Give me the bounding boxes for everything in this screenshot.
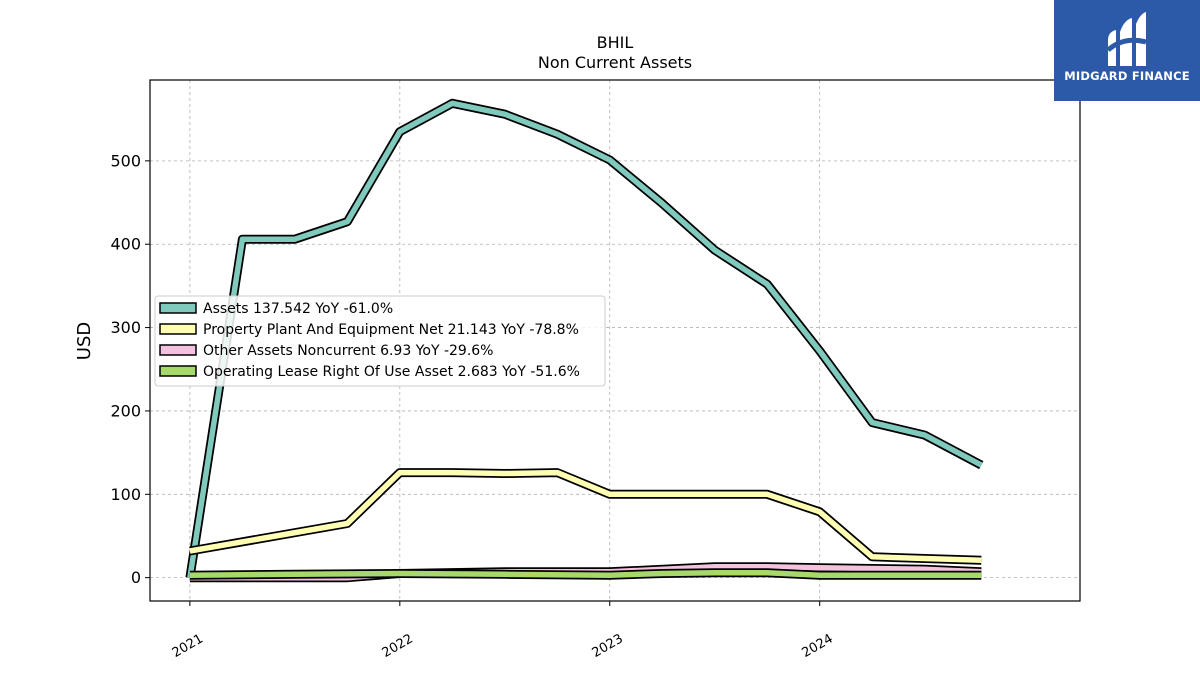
series-line-fill — [187, 100, 983, 579]
midgard-finance-logo: MIDGARD FINANCE — [1054, 0, 1200, 101]
plot-frame — [149, 79, 1081, 602]
legend-item: Other Assets Noncurrent 6.93 YoY -29.6% — [159, 343, 494, 359]
logo-text: MIDGARD FINANCE — [1064, 69, 1190, 83]
legend-swatch — [159, 344, 197, 356]
legend-label: Assets 137.542 YoY -61.0% — [203, 301, 393, 317]
legend-label: Property Plant And Equipment Net 21.143 … — [203, 322, 579, 338]
series-line — [189, 568, 982, 580]
legend-box — [154, 295, 606, 387]
y-tick-label: 500 — [110, 151, 141, 170]
y-axis-label: USD — [74, 322, 95, 360]
series-line — [189, 468, 982, 565]
y-tick-label: 300 — [110, 318, 141, 337]
legend-swatch — [159, 323, 197, 335]
y-tick-label: 100 — [110, 485, 141, 504]
y-tick-label: 0 — [131, 568, 141, 587]
series-line-fill — [189, 469, 982, 563]
legend-item: Assets 137.542 YoY -61.0% — [159, 301, 393, 317]
y-tick-label: 200 — [110, 401, 141, 420]
legend: Assets 137.542 YoY -61.0% Property Plant … — [154, 295, 606, 387]
legend-item: Property Plant And Equipment Net 21.143 … — [159, 322, 579, 338]
legend-swatch — [159, 302, 197, 314]
x-tick-label: 2022 — [380, 631, 416, 661]
legend-swatch — [159, 365, 197, 377]
x-tick-label: 2021 — [170, 631, 206, 661]
y-axis: 0 100 200 300 400 500 — [110, 151, 150, 587]
legend-label: Other Assets Noncurrent 6.93 YoY -29.6% — [203, 343, 494, 359]
chart-subtitle: Non Current Assets — [538, 53, 692, 72]
y-tick-label: 400 — [110, 235, 141, 254]
chart-title: BHIL — [597, 33, 634, 52]
x-tick-label: 2024 — [800, 631, 836, 661]
series-layer — [185, 98, 984, 583]
x-tick-label: 2023 — [590, 631, 626, 661]
series-line-fill — [189, 569, 982, 578]
x-axis: 2021 2022 2023 2024 — [170, 601, 836, 661]
legend-label: Operating Lease Right Of Use Asset 2.683… — [203, 364, 580, 380]
legend-items: Assets 137.542 YoY -61.0% Property Plant … — [159, 301, 580, 380]
midgard-logo-icon — [1106, 12, 1147, 66]
legend-item: Operating Lease Right Of Use Asset 2.683… — [159, 364, 580, 380]
series-line — [185, 98, 984, 579]
